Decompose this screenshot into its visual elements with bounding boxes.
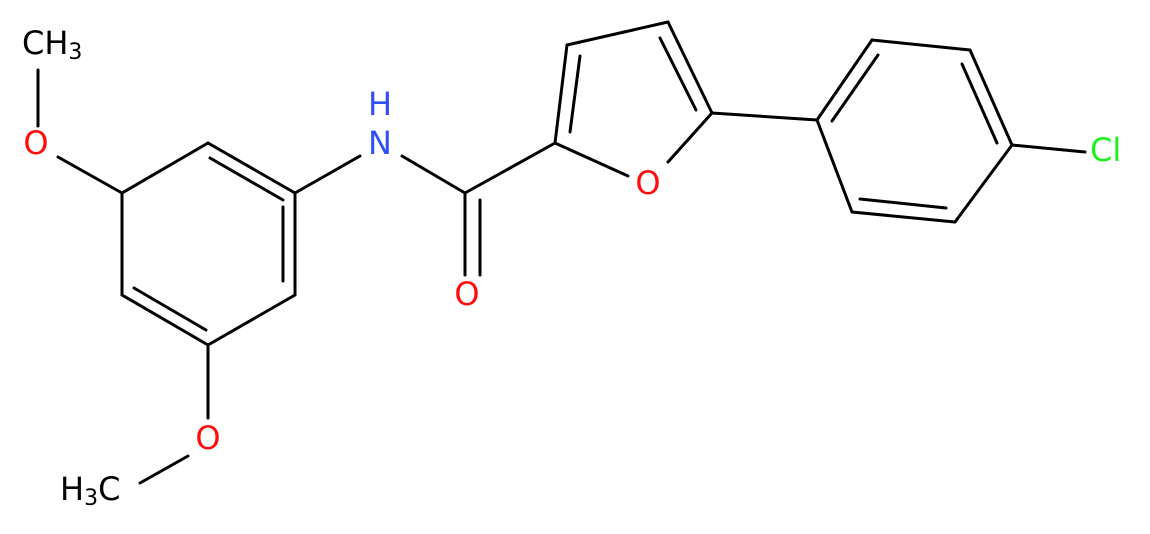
label-part: CH <box>22 24 68 62</box>
atom-labels: CH3 O N H O O Cl O H3C <box>22 24 1121 511</box>
atom-label: O <box>195 419 220 457</box>
atom-label: Cl <box>1090 131 1121 169</box>
atom-label: N <box>368 124 392 162</box>
atom-label: H3C <box>60 470 120 511</box>
label-part: 3 <box>68 40 82 65</box>
atom-label: O <box>635 164 660 202</box>
atom-label: CH3 <box>22 24 82 65</box>
label-part: C <box>98 470 120 508</box>
atom-label: H <box>368 85 392 123</box>
bonds <box>36 20 1087 485</box>
label-part: 3 <box>84 486 98 511</box>
atom-label: O <box>454 275 479 313</box>
label-part: H <box>60 470 84 508</box>
atom-label: O <box>23 124 48 162</box>
